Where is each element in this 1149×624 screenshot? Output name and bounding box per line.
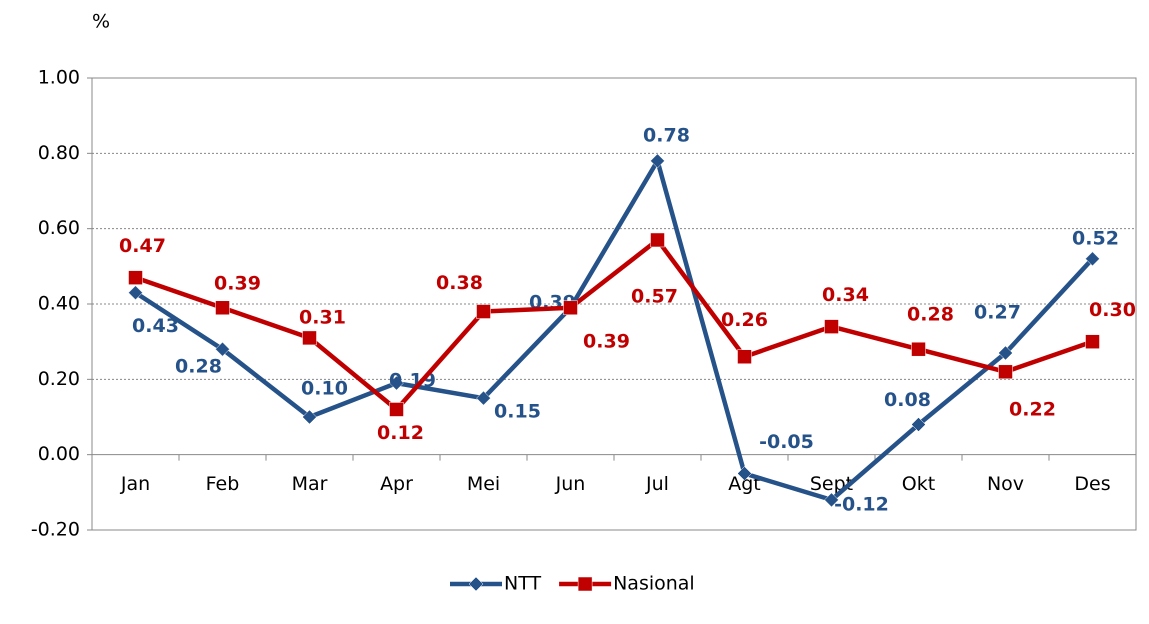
x-tick-label: Mar [292, 473, 328, 495]
y-tick-label: 0.60 [38, 217, 80, 239]
marker [824, 492, 839, 508]
y-tick-label: 0.40 [38, 293, 80, 315]
value-label: 0.52 [1072, 227, 1119, 249]
marker [215, 341, 230, 357]
x-tick-label: Des [1074, 473, 1110, 495]
value-label: 0.47 [119, 235, 166, 257]
legend-marker [577, 576, 593, 592]
marker [302, 409, 317, 425]
marker [1085, 334, 1100, 349]
value-label: 0.15 [494, 401, 541, 423]
value-label: 0.31 [299, 306, 346, 328]
value-label: 0.12 [377, 422, 424, 444]
y-tick-label: 1.00 [38, 67, 80, 89]
marker [302, 330, 317, 346]
marker [128, 285, 143, 301]
x-tick-label: Apr [380, 473, 413, 495]
x-tick-label: Feb [206, 473, 240, 495]
x-tick-label: Jan [120, 473, 150, 495]
value-label: 0.34 [822, 284, 869, 306]
legend-marker [468, 576, 484, 592]
value-label: 0.22 [1009, 398, 1056, 420]
value-label: 0.39 [214, 272, 261, 294]
marker [650, 232, 665, 248]
value-label: 0.28 [175, 356, 222, 378]
value-label: 0.10 [301, 378, 348, 400]
marker [215, 300, 230, 316]
value-label: 0.28 [907, 304, 954, 326]
value-label: 0.30 [1089, 299, 1136, 321]
x-tick-label: Mei [467, 473, 500, 495]
y-tick-label: 0.00 [38, 443, 80, 465]
x-tick-label: Jul [645, 473, 669, 495]
marker [476, 390, 491, 406]
value-label: -0.12 [834, 493, 889, 515]
y-tick-label: 0.80 [38, 142, 80, 164]
value-label: 0.39 [583, 330, 630, 352]
marker [389, 375, 404, 391]
marker [998, 364, 1013, 380]
value-label: 0.27 [974, 301, 1021, 323]
marker [911, 417, 926, 432]
marker [998, 345, 1013, 361]
x-tick-label: Okt [902, 473, 935, 495]
legend-label: NTT [504, 573, 541, 595]
series-line [134, 237, 1094, 412]
x-tick-label: Agt [728, 473, 761, 495]
value-label: 0.38 [436, 272, 483, 294]
value-label: -0.05 [759, 431, 814, 453]
marker [824, 319, 839, 334]
marker [737, 349, 752, 364]
marker [1085, 251, 1100, 267]
value-label: 0.08 [884, 389, 931, 411]
marker [389, 402, 404, 417]
value-label: 0.57 [631, 285, 678, 307]
y-tick-label: 0.20 [38, 368, 80, 390]
marker [476, 304, 491, 319]
marker [563, 300, 578, 316]
x-tick-label: Jun [555, 473, 586, 495]
marker [737, 466, 752, 481]
x-tick-label: Nov [987, 473, 1024, 495]
y-tick-label: -0.20 [31, 519, 80, 541]
marker [128, 270, 143, 285]
y-unit: % [92, 11, 110, 33]
marker [650, 153, 665, 169]
series-line [134, 158, 1095, 503]
legend-label: Nasional [613, 573, 695, 595]
value-label: 0.26 [721, 309, 768, 331]
value-label: 0.78 [643, 124, 690, 146]
marker [911, 341, 926, 357]
value-label: 0.43 [132, 315, 179, 337]
